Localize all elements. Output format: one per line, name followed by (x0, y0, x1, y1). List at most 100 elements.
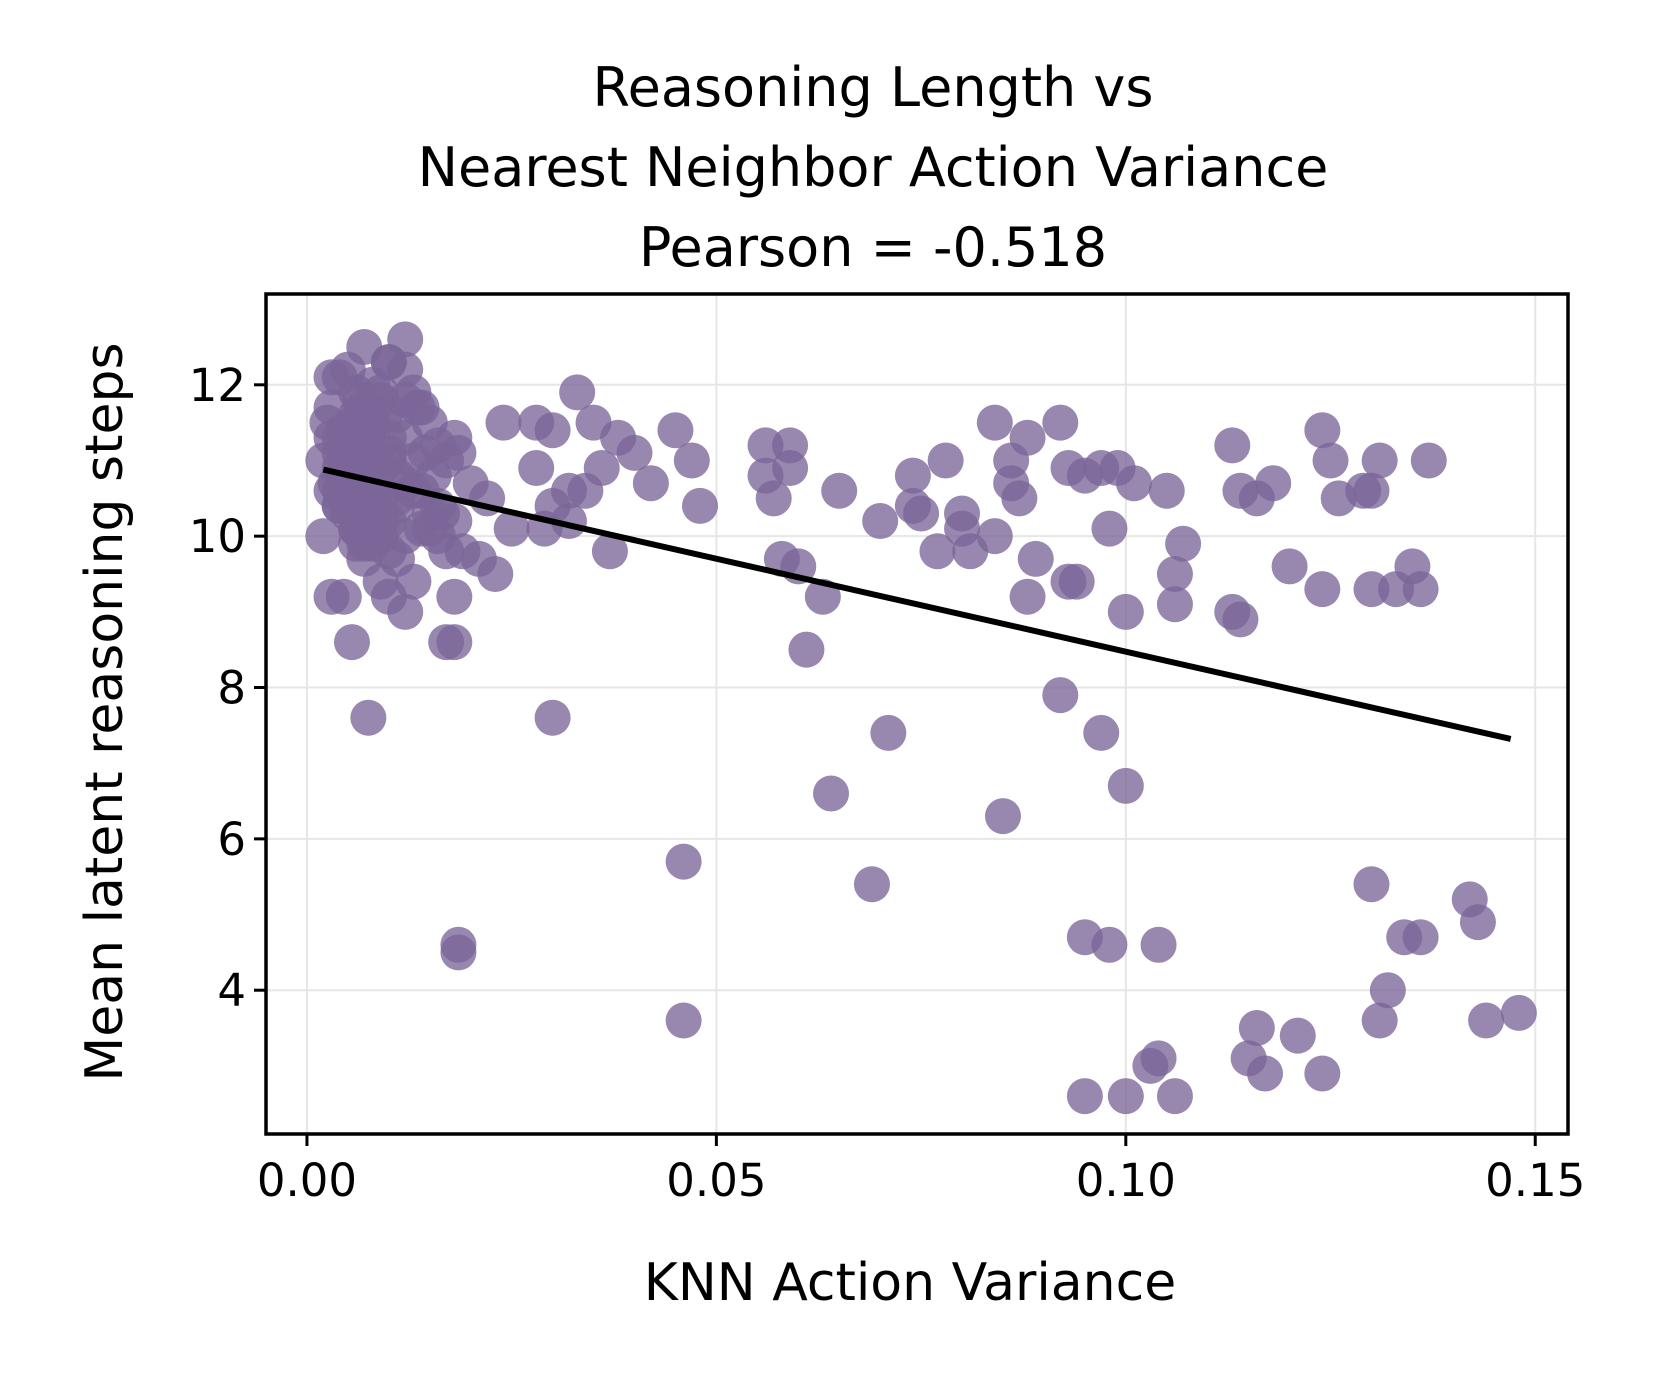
data-point (370, 344, 407, 381)
title-line-1: Reasoning Length vs (593, 56, 1154, 119)
data-point (485, 404, 522, 441)
x-tick-label: 0.10 (1076, 1154, 1176, 1207)
data-point (477, 556, 514, 592)
x-axis-ticks: 0.00 0.05 0.10 0.15 (257, 1134, 1585, 1207)
data-point (1148, 472, 1185, 509)
data-point (1156, 1078, 1193, 1115)
data-point (682, 487, 718, 524)
data-point (436, 624, 473, 661)
data-point (1369, 972, 1406, 1009)
data-point (1304, 1055, 1341, 1092)
data-point (1107, 767, 1144, 804)
title-line-2: Nearest Neighbor Action Variance (418, 136, 1329, 199)
trend-line (322, 466, 1512, 742)
data-point (788, 631, 825, 668)
data-point (1091, 510, 1128, 547)
data-point (1222, 601, 1259, 638)
data-point (1107, 1078, 1144, 1115)
x-tick-label: 0.00 (257, 1154, 357, 1207)
data-point (1304, 412, 1341, 449)
data-point (559, 374, 596, 411)
data-point (591, 533, 628, 570)
y-axis-label: Mean latent reasoning steps (75, 342, 135, 1081)
data-point (772, 450, 809, 487)
data-point (1042, 404, 1079, 441)
data-point (853, 866, 890, 903)
data-point (1451, 881, 1488, 918)
data-point (1410, 442, 1447, 479)
data-point (1009, 578, 1046, 615)
data-point (534, 699, 571, 736)
data-point (1500, 994, 1537, 1031)
data-point (399, 389, 436, 426)
data-point (358, 442, 395, 479)
data-point (984, 798, 1021, 835)
data-point (1402, 919, 1439, 956)
data-point (903, 495, 940, 532)
data-point (305, 518, 342, 555)
data-point (1353, 866, 1390, 903)
data-point (1156, 556, 1193, 592)
data-point (1140, 926, 1177, 963)
x-tick-label: 0.05 (666, 1154, 766, 1207)
data-point (919, 533, 956, 570)
data-point (583, 450, 620, 487)
data-point (493, 510, 530, 547)
data-point (1066, 919, 1103, 956)
data-point (1279, 1017, 1316, 1054)
data-point (1116, 465, 1152, 502)
data-point (321, 487, 358, 524)
data-point (309, 404, 346, 441)
data-point (436, 578, 473, 615)
data-point (1361, 442, 1398, 479)
y-tick-label: 12 (189, 359, 246, 412)
x-tick-label: 0.15 (1485, 1154, 1585, 1207)
trend-line-group (322, 466, 1512, 742)
data-point (366, 397, 403, 434)
data-point (424, 495, 461, 532)
data-point (1083, 714, 1120, 751)
data-point (1238, 1010, 1275, 1047)
y-tick-label: 8 (217, 662, 246, 715)
data-point (1066, 1078, 1103, 1115)
data-point (1156, 586, 1193, 623)
data-point (1042, 677, 1079, 714)
data-point (665, 1002, 702, 1039)
y-tick-label: 4 (217, 964, 246, 1017)
data-point (821, 472, 858, 509)
data-point (1017, 540, 1054, 577)
data-point (927, 442, 964, 479)
data-point (993, 465, 1030, 502)
data-point (976, 518, 1013, 555)
plot-frame (264, 292, 1570, 1136)
data-point (1165, 525, 1202, 562)
data-point (976, 404, 1013, 441)
data-point (333, 624, 370, 661)
y-tick-label: 10 (189, 510, 246, 563)
data-point (870, 714, 907, 751)
data-point (1345, 472, 1382, 509)
data-point (1402, 571, 1439, 608)
data-point (534, 412, 571, 449)
data-point (813, 775, 850, 812)
data-point (440, 434, 477, 471)
data-point (350, 699, 387, 736)
data-point (1271, 548, 1308, 585)
data-point (518, 450, 555, 487)
data-point (616, 434, 653, 471)
data-point (632, 465, 669, 502)
data-point (1058, 563, 1095, 600)
data-point (440, 934, 477, 971)
data-point (944, 510, 981, 547)
data-point (1009, 419, 1046, 456)
data-point (1312, 442, 1349, 479)
title-line-3: Pearson = -0.518 (639, 216, 1107, 279)
data-point (1214, 427, 1251, 464)
data-point (1230, 1040, 1267, 1077)
data-point (338, 525, 375, 562)
data-point (387, 593, 424, 630)
data-point (1361, 1002, 1398, 1039)
y-axis-ticks: 4 6 8 10 12 (189, 359, 266, 1017)
data-point (657, 412, 694, 449)
